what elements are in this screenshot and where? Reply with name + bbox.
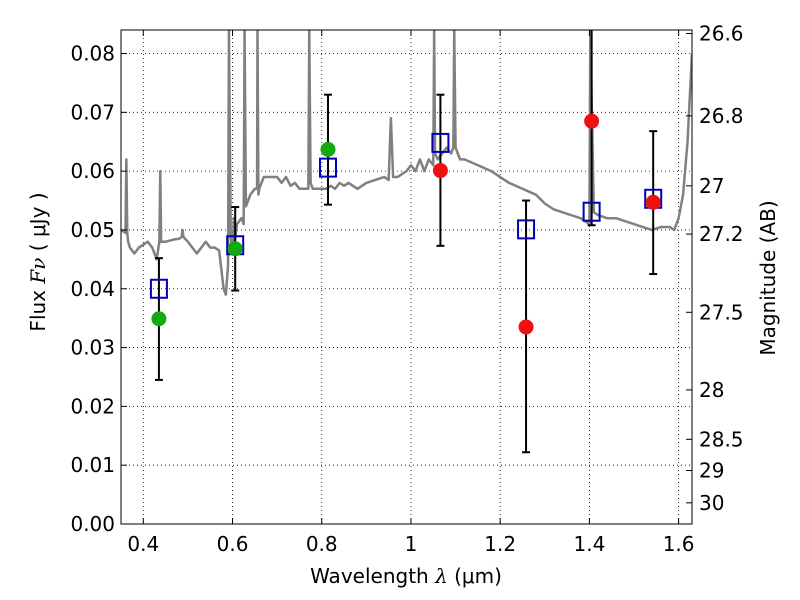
y-axis-symbol: Fν [26, 258, 50, 285]
y-tick-label: 0.08 [70, 42, 115, 66]
y2-tick-label: 27 [699, 174, 724, 198]
y-tick-label: 0.00 [70, 512, 115, 536]
y2-tick-label: 29 [699, 458, 724, 482]
observed-point [518, 319, 534, 335]
y2-axis: 26.6 26.8 27 27.2 27.5 28 28.5 29 30 [686, 22, 744, 515]
y-tick-label: 0.04 [70, 277, 115, 301]
x-tick-label: 1.2 [484, 532, 516, 556]
y-axis-title: Flux Fν ( μJy ) [26, 192, 50, 331]
y-tick-label: 0.01 [70, 453, 115, 477]
y2-tick-label: 30 [699, 491, 724, 515]
x-tick-label: 0.4 [127, 532, 159, 556]
y2-tick-label: 28.5 [699, 427, 744, 451]
y-tick-label: 0.07 [70, 100, 115, 124]
x-tick-label: 1.4 [573, 532, 605, 556]
observed-point [645, 194, 661, 210]
observed-point [151, 311, 167, 327]
model-square-marker [318, 157, 337, 178]
y-tick-label: 0.03 [70, 336, 115, 360]
y2-tick-label: 26.6 [699, 22, 744, 46]
spectrum-line [121, 30, 692, 296]
observed-point [320, 141, 336, 157]
model-square-marker [149, 278, 168, 299]
plot-frame [120, 29, 693, 525]
x-tick-label: 0.6 [217, 532, 249, 556]
observed-point [227, 241, 243, 257]
x-tick-label: 1.6 [663, 532, 695, 556]
model-square-marker [517, 219, 536, 240]
x-axis-title: Wavelength λ (μm) [310, 564, 502, 588]
y2-tick-label: 27.5 [699, 300, 744, 324]
y2-tick-label: 26.8 [699, 104, 744, 128]
y-tick-label: 0.06 [70, 159, 115, 183]
observed-point [432, 163, 448, 179]
x-tick-label: 1 [405, 532, 418, 556]
grid-layer [121, 30, 692, 525]
y2-tick-label: 28 [699, 378, 724, 402]
y2-tick-label: 27.2 [699, 222, 744, 246]
y-tick-label: 0.05 [70, 218, 115, 242]
y2-axis-title: Magnitude (AB) [756, 200, 780, 355]
x-axis-symbol: λ [434, 564, 448, 588]
x-axis: 0.4 0.6 0.8 1 1.2 1.4 1.6 [127, 30, 695, 556]
y-axis: 0.00 0.01 0.02 0.03 0.04 0.05 0.06 0.07 0.08 [70, 42, 127, 536]
y-tick-label: 0.02 [70, 394, 115, 418]
plot-area [121, 30, 692, 454]
x-tick-label: 0.8 [306, 532, 338, 556]
model-square-marker [582, 201, 601, 222]
observed-point [584, 113, 600, 129]
model-square-marker [431, 132, 450, 153]
